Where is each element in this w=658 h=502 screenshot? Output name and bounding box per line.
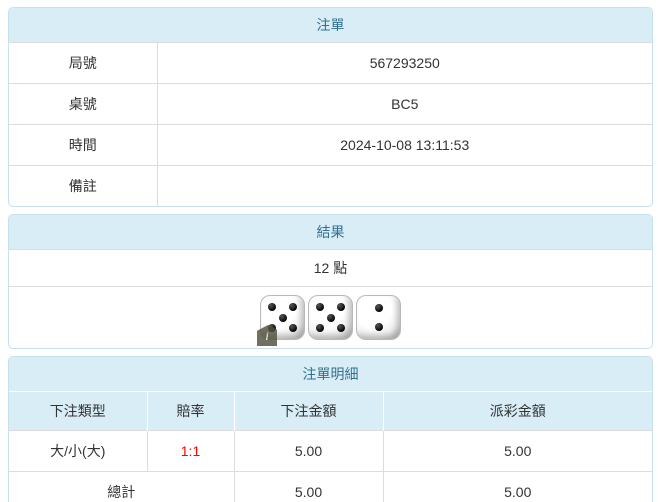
total-row: 總計 5.00 5.00	[9, 471, 652, 502]
result-points: 12 點	[9, 249, 652, 287]
table-number-label: 桌號	[9, 83, 157, 125]
table-row: i	[9, 286, 652, 348]
die-pip	[316, 323, 325, 332]
info-icon[interactable]: i	[257, 325, 277, 346]
column-bet-type: 下注類型	[9, 391, 147, 431]
die-pip	[316, 303, 325, 312]
table-header-row: 下注類型 賠率 下注金額 派彩金額	[9, 391, 652, 431]
table-row: 時間 2024-10-08 13:11:53	[9, 124, 652, 166]
result-panel: 結果 12 點 i	[8, 214, 653, 349]
total-payout: 5.00	[382, 471, 652, 502]
die-pip	[268, 303, 277, 312]
die-pip	[278, 313, 287, 322]
die-pip	[336, 303, 345, 312]
die-pip	[288, 323, 297, 332]
column-odds: 賠率	[146, 391, 234, 431]
die-face-2	[356, 295, 401, 340]
odds-value: 1:1	[146, 430, 234, 472]
table-row: 12 點	[9, 249, 652, 287]
bet-details-panel: 注單明細 下注類型 賠率 下注金額 派彩金額 大/小(大) 1:1 5.00 5…	[8, 356, 653, 502]
bet-slip-panel: 注單 局號 567293250 桌號 BC5 時間 2024-10-08 13:…	[8, 7, 653, 207]
die-pip	[374, 303, 383, 312]
column-payout: 派彩金額	[382, 391, 652, 431]
bet-type-value: 大/小(大)	[9, 430, 147, 472]
game-number-value: 567293250	[156, 42, 652, 84]
table-number-value: BC5	[156, 83, 652, 125]
column-bet-amount: 下注金額	[233, 391, 383, 431]
bet-slip-table: 局號 567293250 桌號 BC5 時間 2024-10-08 13:11:…	[9, 42, 652, 206]
bet-amount-value: 5.00	[233, 430, 383, 472]
bet-slip-title: 注單	[9, 8, 652, 42]
remark-value	[156, 165, 652, 206]
time-value: 2024-10-08 13:11:53	[156, 124, 652, 166]
bet-details-title: 注單明細	[9, 357, 652, 391]
total-label: 總計	[9, 471, 234, 502]
total-bet-amount: 5.00	[233, 471, 383, 502]
result-title: 結果	[9, 215, 652, 249]
table-row: 局號 567293250	[9, 42, 652, 84]
table-row: 備註	[9, 165, 652, 206]
die-pip	[336, 323, 345, 332]
die-pip	[326, 313, 335, 322]
die-face-5	[308, 295, 353, 340]
dice-group: i	[257, 295, 401, 346]
bet-details-table: 下注類型 賠率 下注金額 派彩金額 大/小(大) 1:1 5.00 5.00 總…	[9, 391, 652, 502]
die-pip	[288, 303, 297, 312]
table-row: 桌號 BC5	[9, 83, 652, 125]
die-pip	[374, 323, 383, 332]
table-row: 大/小(大) 1:1 5.00 5.00	[9, 430, 652, 472]
time-label: 時間	[9, 124, 157, 166]
game-number-label: 局號	[9, 42, 157, 84]
dice-cell: i	[9, 286, 652, 348]
payout-value: 5.00	[382, 430, 652, 472]
remark-label: 備註	[9, 165, 157, 206]
result-table: 12 點 i	[9, 249, 652, 348]
